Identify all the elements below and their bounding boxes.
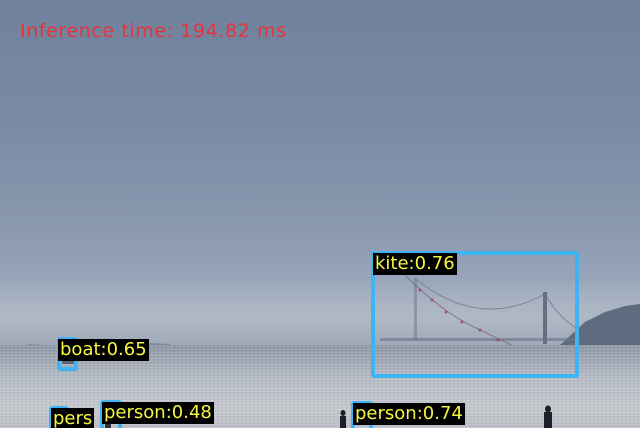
kite-detection-label: kite:0.76: [373, 253, 457, 275]
kite-detection-box: [371, 251, 579, 378]
person-detection-label: person:0.74: [353, 403, 465, 425]
partial-detection-label: pers: [51, 408, 95, 428]
person-detection-label: person:0.48: [102, 402, 214, 424]
boat-detection-label: boat:0.65: [58, 339, 149, 361]
inference-time-text: Inference time: 194.82 ms: [20, 20, 287, 42]
